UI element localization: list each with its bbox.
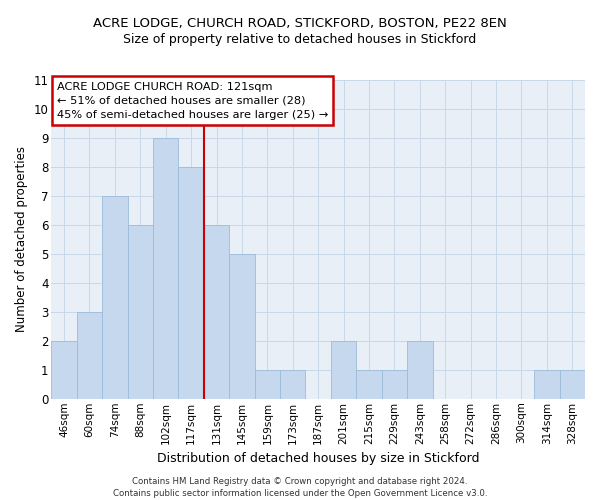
Bar <box>178 167 204 399</box>
Bar <box>102 196 128 399</box>
Bar <box>331 341 356 399</box>
Bar <box>534 370 560 399</box>
Bar <box>560 370 585 399</box>
X-axis label: Distribution of detached houses by size in Stickford: Distribution of detached houses by size … <box>157 452 479 465</box>
Bar <box>356 370 382 399</box>
Bar <box>407 341 433 399</box>
Text: ACRE LODGE CHURCH ROAD: 121sqm
← 51% of detached houses are smaller (28)
45% of : ACRE LODGE CHURCH ROAD: 121sqm ← 51% of … <box>56 82 328 120</box>
Text: ACRE LODGE, CHURCH ROAD, STICKFORD, BOSTON, PE22 8EN: ACRE LODGE, CHURCH ROAD, STICKFORD, BOST… <box>93 18 507 30</box>
Bar <box>52 341 77 399</box>
Bar <box>280 370 305 399</box>
Text: Size of property relative to detached houses in Stickford: Size of property relative to detached ho… <box>124 32 476 46</box>
Text: Contains HM Land Registry data © Crown copyright and database right 2024.
Contai: Contains HM Land Registry data © Crown c… <box>113 476 487 498</box>
Bar <box>204 225 229 399</box>
Bar <box>229 254 254 399</box>
Bar <box>382 370 407 399</box>
Bar <box>77 312 102 399</box>
Bar <box>153 138 178 399</box>
Y-axis label: Number of detached properties: Number of detached properties <box>15 146 28 332</box>
Bar <box>128 225 153 399</box>
Bar <box>254 370 280 399</box>
